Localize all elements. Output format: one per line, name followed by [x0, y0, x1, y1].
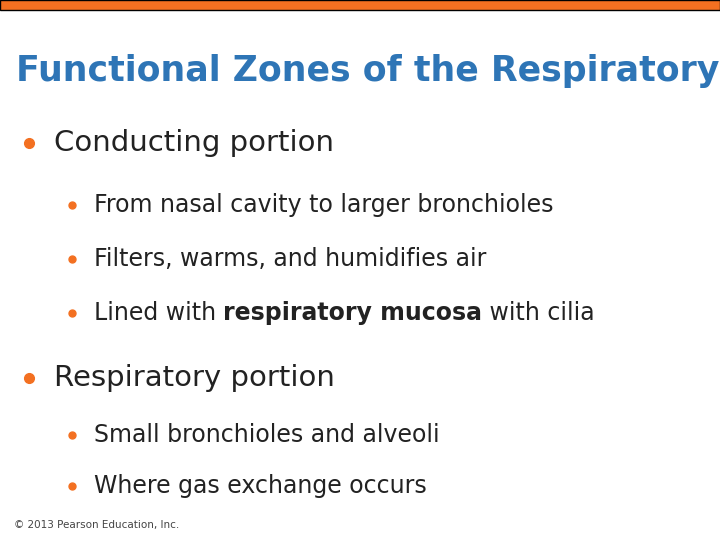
Text: Respiratory portion: Respiratory portion — [54, 364, 335, 392]
Text: Small bronchioles and alveoli: Small bronchioles and alveoli — [94, 423, 439, 447]
Text: From nasal cavity to larger bronchioles: From nasal cavity to larger bronchioles — [94, 193, 553, 217]
Text: Where gas exchange occurs: Where gas exchange occurs — [94, 474, 426, 498]
Text: with cilia: with cilia — [482, 301, 595, 325]
Text: Functional Zones of the Respiratory Tract (15-1): Functional Zones of the Respiratory Trac… — [16, 54, 720, 88]
Text: Filters, warms, and humidifies air: Filters, warms, and humidifies air — [94, 247, 486, 271]
Text: respiratory mucosa: respiratory mucosa — [223, 301, 482, 325]
Text: Lined with: Lined with — [94, 301, 223, 325]
FancyBboxPatch shape — [0, 0, 720, 10]
Text: Conducting portion: Conducting portion — [54, 129, 334, 157]
Text: © 2013 Pearson Education, Inc.: © 2013 Pearson Education, Inc. — [14, 520, 180, 530]
